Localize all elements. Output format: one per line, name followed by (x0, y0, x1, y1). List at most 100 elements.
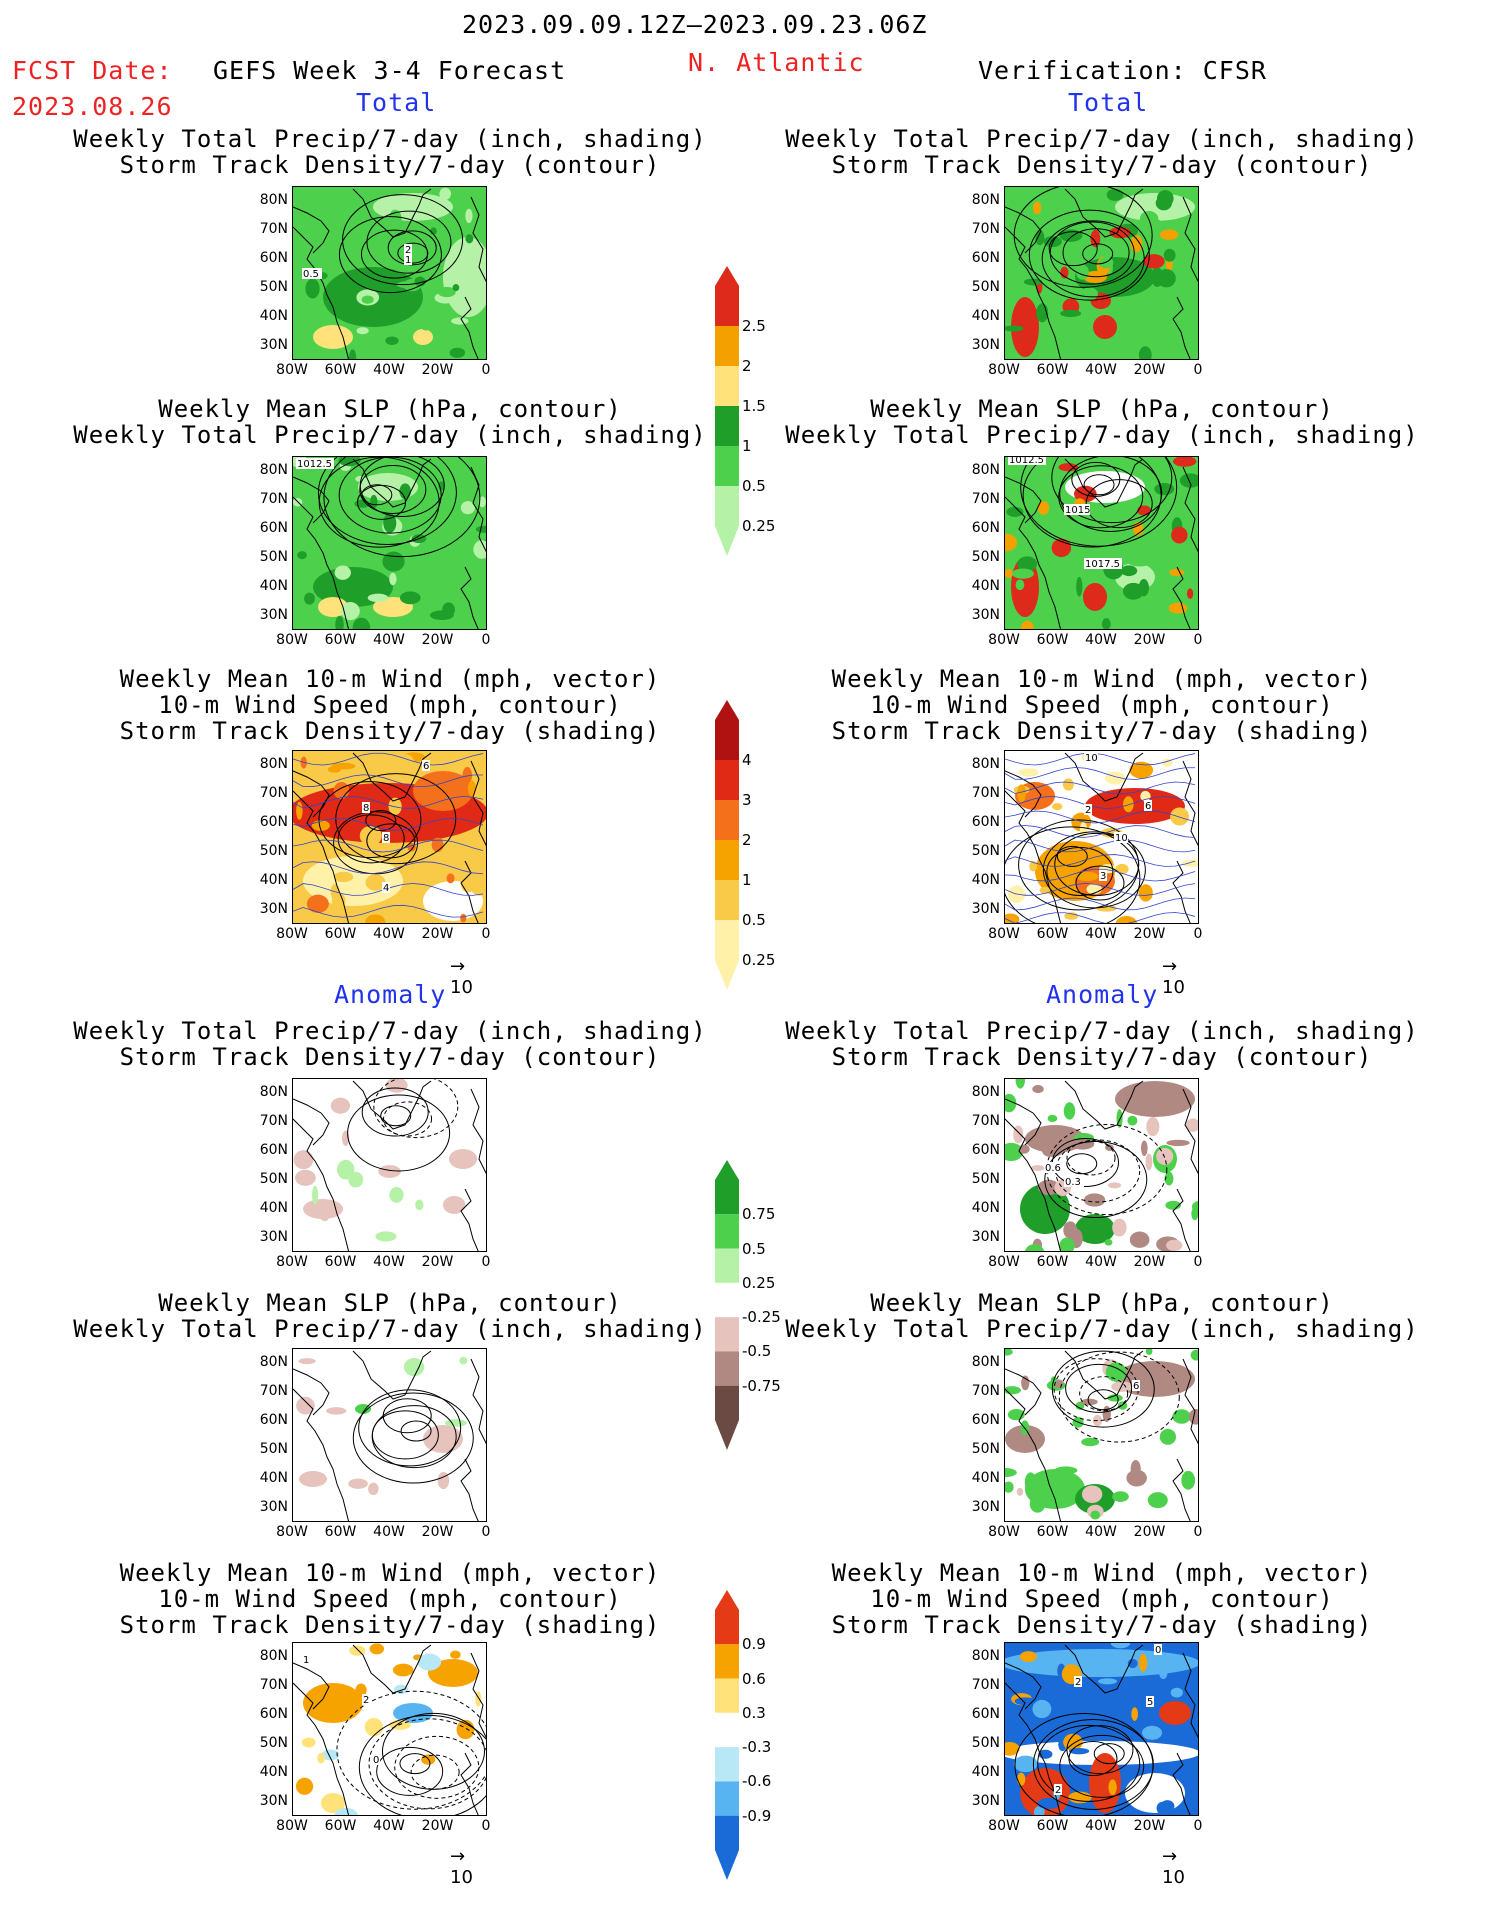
panel-title: Weekly Mean 10-m Wind (mph, vector) 10-m… (831, 1559, 1373, 1639)
panel-title: Weekly Total Precip/7-day (inch, shading… (73, 125, 707, 179)
shading-patch (444, 1419, 467, 1427)
contour-line (376, 1746, 444, 1796)
shading-patch (1013, 1755, 1038, 1773)
coastline (1064, 1644, 1144, 1694)
shading-patch (1081, 1437, 1100, 1447)
shading-blob (413, 329, 433, 345)
x-tick-label: 20W (1133, 1254, 1166, 1270)
colorbar-bottom-tri (715, 1420, 739, 1450)
contour-line (366, 210, 452, 274)
contour-label: 2 (1085, 805, 1091, 816)
contour-line (1049, 221, 1135, 285)
contour-label: 5 (1147, 1697, 1153, 1708)
shading-patch (1142, 1725, 1163, 1740)
shading-patch (460, 327, 482, 340)
contour-line (342, 194, 464, 286)
x-tick-label: 60W (1036, 1524, 1069, 1540)
y-tick-label: 70N (971, 785, 1000, 801)
y-tick-label: 30N (971, 607, 1000, 623)
shading-patch (1005, 1349, 1013, 1356)
contour-line (1058, 1351, 1180, 1443)
shading-patch (1054, 1466, 1078, 1475)
shading-patch (375, 1231, 397, 1242)
contour-label-bg (1132, 1380, 1140, 1391)
y-tick-label: 30N (259, 1499, 288, 1515)
x-tick-label: 40W (1085, 362, 1117, 378)
y-tick-label: 60N (259, 1142, 288, 1158)
shading-patch (1186, 588, 1194, 599)
shading-patch (1005, 533, 1018, 552)
coastline (293, 1388, 350, 1521)
wind-contour (1005, 883, 1196, 896)
coastline (293, 1662, 330, 1710)
contour-line (1065, 1363, 1133, 1413)
coastline (1182, 466, 1198, 553)
shading-patch (1005, 325, 1024, 332)
x-tick-label: 60W (324, 1818, 357, 1834)
shading-patch (1017, 556, 1038, 572)
coastline (293, 1098, 330, 1146)
contour-label-bg (362, 1694, 370, 1705)
shading-patch (335, 615, 344, 629)
colorbar-label: -0.25 (742, 1308, 781, 1327)
colorbar-segment (715, 286, 739, 326)
contour-label-bg (382, 882, 390, 893)
wind-contour (293, 817, 484, 831)
contour-line (1085, 479, 1153, 529)
coastline (352, 188, 432, 238)
colorbar-top-tri (715, 266, 739, 286)
coastline (293, 1682, 350, 1815)
colorbar-label: 3 (742, 791, 752, 809)
shading-patch (1059, 1237, 1075, 1251)
shading-patch (326, 1407, 347, 1415)
contour-line (1051, 1350, 1155, 1428)
colorbar-top-tri (715, 1160, 739, 1180)
shading-patch (349, 1645, 366, 1656)
shading-patch (1083, 1193, 1106, 1207)
y-tick-label: 50N (259, 549, 288, 565)
shading-patch (467, 780, 476, 797)
y-tick-label: 40N (971, 1764, 1000, 1780)
contour-label: 0.3 (1065, 1177, 1081, 1188)
section-total-left: Total (356, 88, 437, 117)
y-tick-label: 50N (259, 1441, 288, 1457)
shading-patch (305, 278, 320, 299)
shading-patch (348, 1478, 368, 1489)
colorbar-label: 0.9 (742, 1635, 766, 1654)
colorbar-segment (715, 1180, 739, 1215)
contour-label-bg (1074, 1676, 1082, 1687)
colorbar-label: 0.75 (742, 1205, 776, 1224)
shading-patch (1105, 1362, 1127, 1382)
wind-contour (1005, 781, 1196, 795)
contour-line (1013, 187, 1153, 288)
shading-patch (356, 327, 369, 335)
shading-patch (1138, 346, 1152, 359)
x-tick-label: 80W (276, 362, 308, 378)
shading-patch (369, 1643, 385, 1655)
shading-patch (378, 1165, 401, 1178)
shading-patch (1107, 1394, 1123, 1402)
shading-patch (1017, 784, 1026, 803)
shading-patch (399, 591, 421, 605)
shading-patch (338, 457, 361, 467)
shading-patch (1090, 1510, 1101, 1520)
shading-patch (1129, 1231, 1150, 1248)
coastline (293, 1368, 330, 1416)
contour-label-bg (1084, 752, 1098, 763)
x-tick-label: 0 (481, 1818, 491, 1834)
shading-patch (1097, 1678, 1117, 1685)
y-tick-label: 60N (971, 520, 1000, 536)
shading-patch (1015, 1079, 1026, 1089)
shading-patch (297, 551, 307, 560)
shading-patch (1081, 1485, 1103, 1504)
contour-line (1020, 457, 1178, 547)
y-tick-label: 80N (259, 1084, 288, 1100)
shading-patch (1011, 568, 1034, 579)
shading-patch (296, 1396, 315, 1415)
x-tick-label: 80W (276, 1818, 308, 1834)
contour-line (1046, 1124, 1168, 1216)
contour-line (1022, 457, 1162, 548)
shading-blob (449, 1149, 477, 1169)
wind-contour (293, 861, 484, 875)
contour-line (1014, 1713, 1154, 1815)
